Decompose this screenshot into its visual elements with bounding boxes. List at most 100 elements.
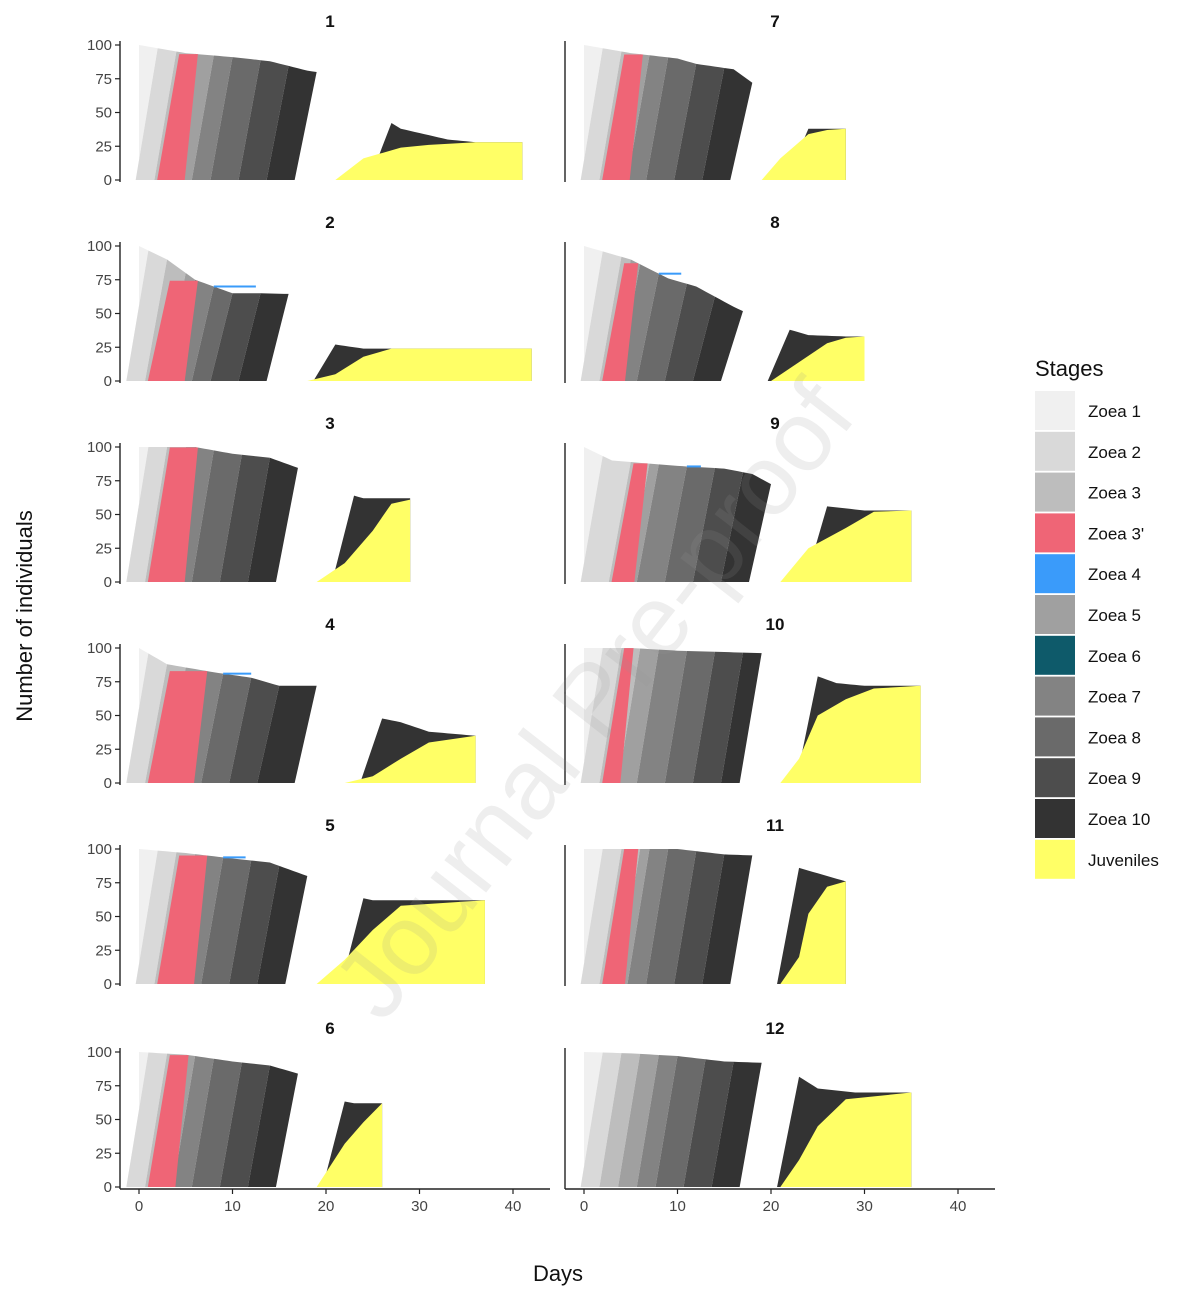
x-tick-label: 10 <box>224 1198 241 1215</box>
stage-band <box>201 673 252 783</box>
x-tick-label: 20 <box>318 1198 335 1215</box>
stage-band <box>223 856 246 859</box>
stage-band <box>702 854 753 984</box>
stage-band <box>191 450 242 582</box>
stage-band <box>580 1052 603 1187</box>
stage-band <box>627 849 669 984</box>
legend-swatch <box>1035 758 1075 798</box>
stage-band <box>664 650 715 783</box>
juveniles-band <box>316 1103 383 1187</box>
y-tick-label: 100 <box>87 37 112 54</box>
stage-band <box>646 849 697 984</box>
x-tick-label: 10 <box>669 1198 686 1215</box>
stage-band <box>210 293 261 381</box>
stage-band <box>191 55 233 180</box>
legend-swatch <box>1035 554 1075 594</box>
stage-band <box>257 685 317 783</box>
stage-band <box>636 464 687 582</box>
x-tick-label: 0 <box>580 1198 588 1215</box>
stage-band <box>618 648 659 783</box>
stage-band <box>664 283 715 381</box>
legend-label: Juveniles <box>1088 851 1159 870</box>
stage-band <box>126 648 149 783</box>
stage-band <box>238 60 289 180</box>
juveniles-band <box>780 1092 912 1187</box>
x-axis-label: Days <box>533 1261 583 1286</box>
y-tick-label: 75 <box>95 473 112 490</box>
legend-swatch <box>1035 595 1075 634</box>
panel-title: 6 <box>325 1019 334 1038</box>
panel-title: 7 <box>770 12 779 31</box>
stage-band <box>229 860 280 984</box>
stage-band <box>135 48 177 180</box>
y-axis-label: Number of individuals <box>12 510 37 722</box>
y-tick-label: 0 <box>104 775 112 792</box>
y-tick-label: 25 <box>95 942 112 959</box>
panel-11: 11 <box>564 816 846 986</box>
y-tick-label: 25 <box>95 138 112 155</box>
stage-band <box>238 293 289 381</box>
x-tick-label: 30 <box>411 1198 428 1215</box>
stage-band <box>229 677 280 783</box>
y-tick-label: 50 <box>95 306 112 323</box>
panel-title: 8 <box>770 213 779 232</box>
stage-band <box>720 652 762 783</box>
y-tick-label: 100 <box>87 238 112 255</box>
y-tick-label: 100 <box>87 1044 112 1061</box>
stage-band <box>126 447 168 582</box>
stage-band <box>157 855 208 984</box>
stage-band <box>580 849 622 984</box>
juveniles-band <box>780 881 846 984</box>
stage-band <box>147 447 198 582</box>
legend-label: Zoea 10 <box>1088 810 1150 829</box>
panel-title: 4 <box>325 615 335 634</box>
stage-band <box>599 1053 641 1187</box>
panel-title: 10 <box>766 615 785 634</box>
stage-band <box>692 468 743 582</box>
y-tick-label: 25 <box>95 1145 112 1162</box>
panel-10: 10 <box>564 615 921 785</box>
stage-band <box>686 465 701 468</box>
stage-band <box>627 55 669 181</box>
legend-swatch <box>1035 431 1075 471</box>
panel-7: 7 <box>564 12 846 182</box>
stage-band <box>646 57 697 180</box>
stage-band <box>602 263 639 381</box>
legend-label: Zoea 3' <box>1088 524 1144 543</box>
stage-band <box>664 466 715 582</box>
stage-band <box>213 285 256 288</box>
y-tick-label: 100 <box>87 439 112 456</box>
legend-label: Zoea 8 <box>1088 728 1141 747</box>
stage-band <box>173 1056 214 1187</box>
juveniles-band <box>335 142 523 180</box>
x-tick-label: 40 <box>950 1198 967 1215</box>
panel-8: 8 <box>564 213 865 383</box>
legend-swatch <box>1035 676 1075 716</box>
y-tick-label: 0 <box>104 373 112 390</box>
x-tick-label: 0 <box>135 1198 143 1215</box>
stage-band <box>126 250 168 381</box>
legend-items: Zoea 1 Zoea 2 Zoea 3 Zoea 3' Zoea 4 Zoea 5 Zoe… <box>1035 391 1159 879</box>
juveniles-band <box>780 685 921 783</box>
juveniles-band <box>771 336 865 381</box>
legend-swatch <box>1035 391 1075 430</box>
stage-band <box>223 672 252 675</box>
legend-title: Stages <box>1035 356 1104 381</box>
stage-band <box>126 246 149 381</box>
stage-band <box>702 67 753 180</box>
panel-title: 2 <box>325 213 334 232</box>
legend-label: Zoea 1 <box>1088 402 1141 421</box>
stage-band <box>257 865 308 984</box>
stage-band <box>126 1052 168 1187</box>
stage-band <box>674 851 725 984</box>
stage-band <box>711 1061 762 1187</box>
stage-band <box>602 648 634 783</box>
stage-band <box>580 648 622 783</box>
legend-swatch <box>1035 717 1075 757</box>
stage-band <box>126 653 168 783</box>
panel-12: 12 0 10 20 30 40 <box>564 1019 995 1215</box>
panel-title: 3 <box>325 414 334 433</box>
y-tick-label: 75 <box>95 71 112 88</box>
y-tick-label: 100 <box>87 841 112 858</box>
y-tick-label: 75 <box>95 674 112 691</box>
